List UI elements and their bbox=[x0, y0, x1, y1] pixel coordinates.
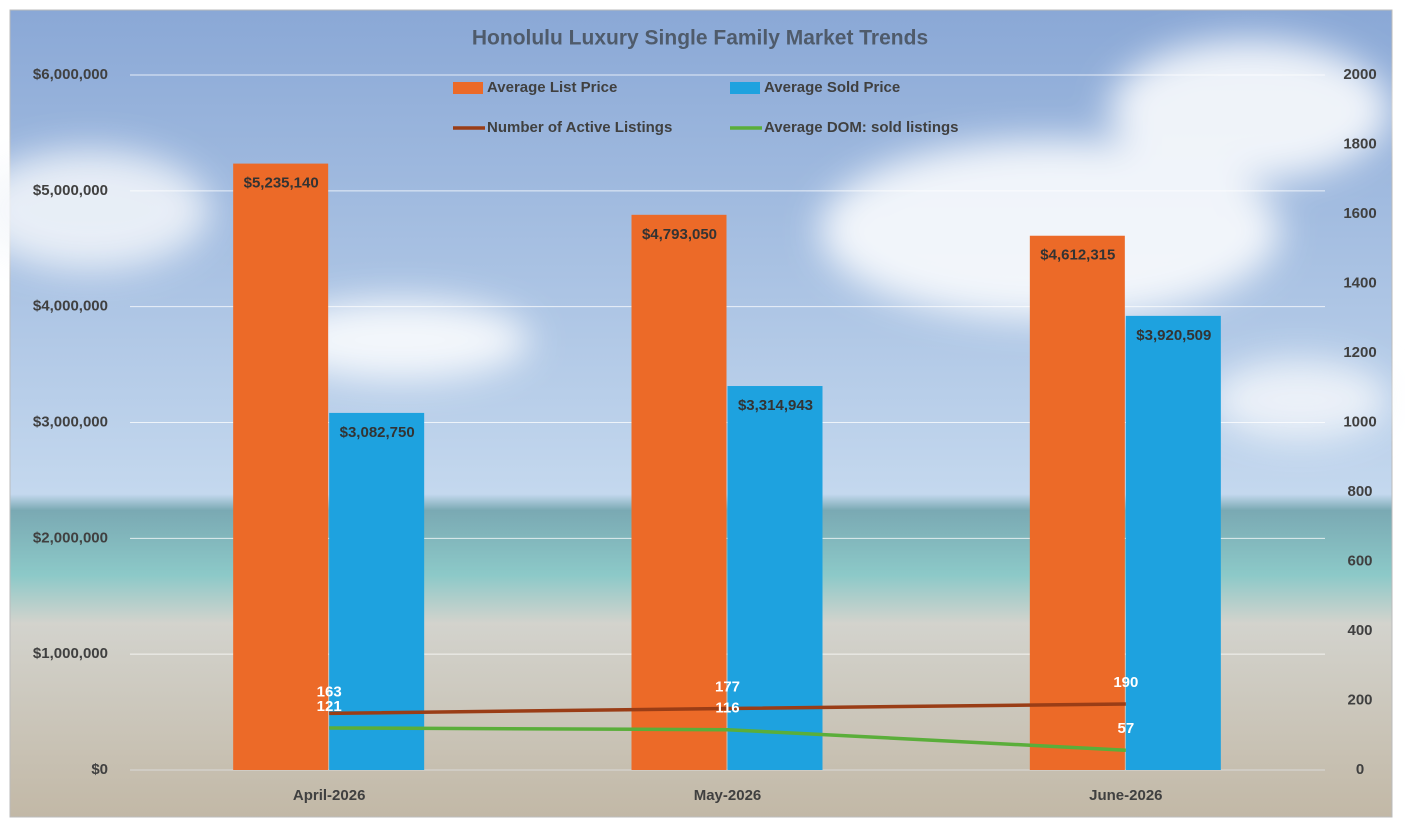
y2-tick-label: 400 bbox=[1347, 622, 1372, 639]
legend-label: Average DOM: sold listings bbox=[764, 119, 958, 136]
bar bbox=[329, 412, 425, 770]
line-value-label: 57 bbox=[1117, 720, 1134, 737]
clouds bbox=[0, 40, 1390, 440]
line bbox=[329, 702, 1126, 716]
y-tick-label: $2,000,000 bbox=[33, 529, 108, 546]
y2-tick-label: 1400 bbox=[1343, 274, 1376, 291]
bar bbox=[233, 163, 329, 770]
legend-label: Number of Active Listings bbox=[487, 119, 672, 136]
legend-swatch bbox=[730, 82, 760, 94]
y2-tick-label: 800 bbox=[1347, 483, 1372, 500]
y-tick-label: $5,000,000 bbox=[33, 182, 108, 199]
y-tick-label: $0 bbox=[91, 761, 108, 778]
legend-swatch bbox=[453, 82, 483, 94]
line-value-label: 190 bbox=[1113, 674, 1138, 691]
x-tick-label: June-2026 bbox=[1089, 787, 1162, 804]
chart-title: Honolulu Luxury Single Family Market Tre… bbox=[472, 27, 928, 50]
bar bbox=[631, 214, 727, 770]
x-tick-label: April-2026 bbox=[293, 787, 366, 804]
bar bbox=[727, 386, 823, 770]
line-value-label: 116 bbox=[715, 700, 739, 717]
line-value-label: 121 bbox=[317, 698, 342, 715]
y2-tick-label: 1800 bbox=[1343, 135, 1376, 152]
line-value-label: 163 bbox=[317, 683, 342, 700]
legend-label: Average Sold Price bbox=[764, 79, 900, 96]
bar bbox=[1125, 315, 1221, 770]
y2-tick-label: 1000 bbox=[1343, 413, 1376, 430]
legend-label: Average List Price bbox=[487, 79, 617, 96]
bar-value-label: $3,082,750 bbox=[340, 424, 415, 441]
bar-value-label: $3,314,943 bbox=[738, 397, 813, 414]
line-value-label: 177 bbox=[715, 678, 740, 695]
y-tick-label: $4,000,000 bbox=[33, 298, 108, 315]
y-tick-label: $3,000,000 bbox=[33, 413, 108, 430]
y-tick-label: $6,000,000 bbox=[33, 66, 108, 83]
y2-tick-label: 0 bbox=[1356, 761, 1364, 778]
y2-tick-label: 200 bbox=[1347, 691, 1372, 708]
bar-value-label: $4,793,050 bbox=[642, 226, 717, 243]
bar-value-label: $4,612,315 bbox=[1040, 247, 1115, 264]
bar bbox=[1029, 235, 1125, 770]
y2-tick-label: 1600 bbox=[1343, 205, 1376, 222]
y2-tick-label: 1200 bbox=[1343, 344, 1376, 361]
x-tick-label: May-2026 bbox=[694, 787, 762, 804]
line bbox=[329, 726, 1126, 752]
bar-value-label: $5,235,140 bbox=[244, 175, 319, 192]
y2-tick-label: 600 bbox=[1347, 552, 1372, 569]
bar-value-label: $3,920,509 bbox=[1136, 327, 1211, 344]
y2-tick-label: 2000 bbox=[1343, 66, 1376, 83]
y-tick-label: $1,000,000 bbox=[33, 645, 108, 662]
